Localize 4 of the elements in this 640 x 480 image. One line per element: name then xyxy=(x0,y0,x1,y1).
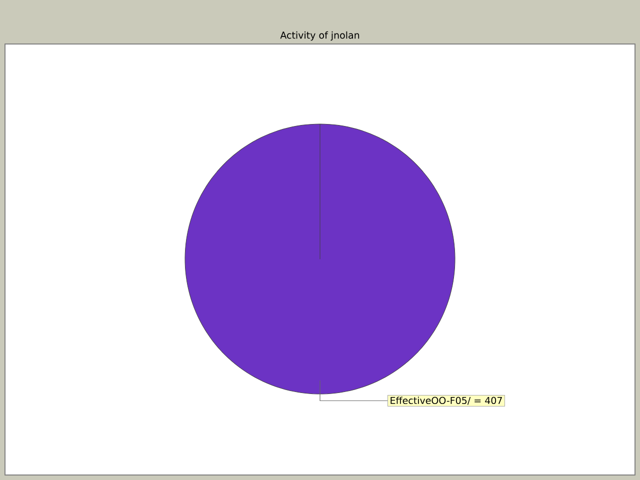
slice-label: EffectiveOO-F05/ xyxy=(390,396,471,405)
text: = xyxy=(474,400,481,402)
data-label: 407 xyxy=(485,396,502,404)
chart-subtitle: Activity of jnolan xyxy=(280,31,360,41)
